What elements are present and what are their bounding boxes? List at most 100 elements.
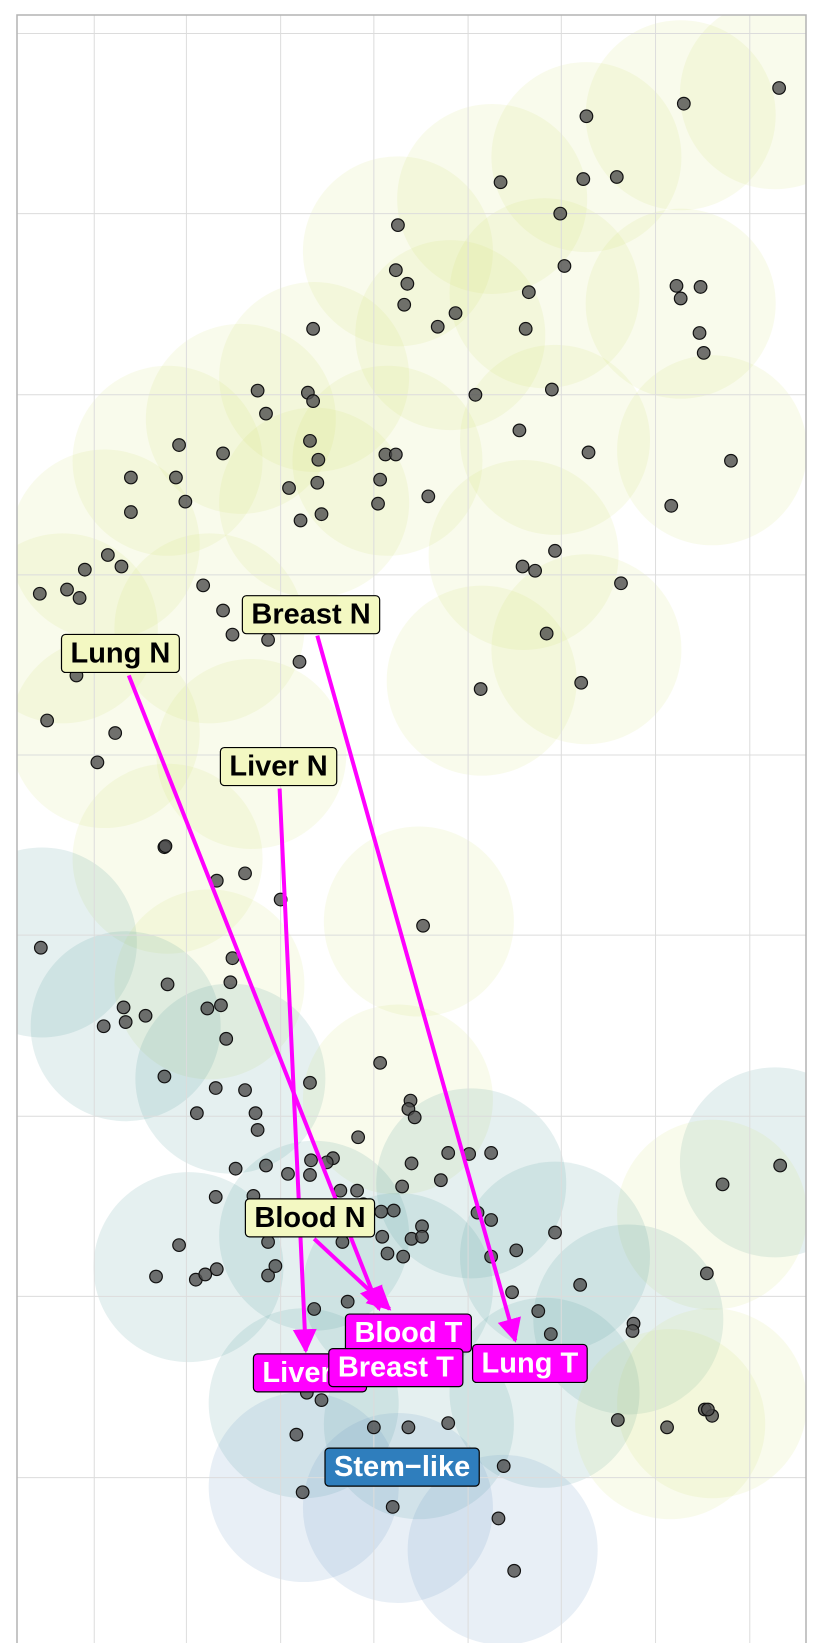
point bbox=[261, 632, 275, 647]
point bbox=[496, 1459, 511, 1473]
point bbox=[375, 1229, 390, 1244]
density-blob bbox=[17, 847, 137, 1038]
point bbox=[557, 259, 572, 273]
point bbox=[158, 839, 173, 854]
label-text: Breast T bbox=[338, 1352, 454, 1384]
point bbox=[404, 1156, 419, 1171]
density-blob bbox=[617, 1119, 806, 1310]
point bbox=[238, 866, 252, 881]
density-blob bbox=[449, 198, 640, 389]
point bbox=[386, 1203, 401, 1218]
point bbox=[625, 1324, 640, 1338]
point bbox=[196, 578, 211, 593]
point bbox=[701, 1402, 715, 1417]
point bbox=[664, 498, 679, 513]
label-text: Lung T bbox=[482, 1347, 579, 1379]
density-blob bbox=[585, 20, 776, 211]
point bbox=[225, 627, 240, 642]
label-text: Breast N bbox=[251, 599, 370, 631]
density-blob bbox=[219, 281, 410, 472]
point bbox=[544, 382, 559, 397]
point bbox=[282, 481, 296, 495]
point bbox=[304, 1153, 318, 1168]
density-blob bbox=[491, 62, 682, 253]
point bbox=[380, 1246, 395, 1261]
density-blob bbox=[617, 355, 806, 546]
label-box bbox=[328, 1348, 464, 1388]
point bbox=[90, 755, 105, 770]
point bbox=[614, 576, 628, 591]
point bbox=[676, 96, 691, 111]
point bbox=[395, 1179, 410, 1194]
point bbox=[160, 977, 175, 992]
density-blob bbox=[428, 460, 619, 651]
point bbox=[441, 1416, 456, 1431]
point bbox=[306, 394, 321, 408]
density-blob bbox=[679, 15, 806, 190]
label-text: Blood T bbox=[354, 1317, 462, 1349]
point bbox=[433, 1173, 448, 1188]
point bbox=[100, 548, 115, 562]
point bbox=[401, 1420, 416, 1435]
point bbox=[693, 280, 708, 294]
point bbox=[373, 1056, 388, 1070]
point bbox=[610, 1413, 625, 1427]
density-blob bbox=[145, 323, 336, 514]
point bbox=[553, 206, 568, 221]
point bbox=[484, 1146, 499, 1160]
label-text: Liver N bbox=[229, 751, 327, 783]
label-text: Lung N bbox=[70, 637, 170, 669]
annotation-label: Liver N bbox=[219, 746, 338, 787]
point bbox=[512, 423, 527, 438]
point bbox=[72, 591, 87, 605]
density-blob bbox=[617, 1308, 806, 1499]
point bbox=[509, 1243, 524, 1258]
point bbox=[772, 81, 787, 95]
point bbox=[335, 1235, 350, 1249]
point bbox=[373, 472, 388, 487]
annotation-label: Breast N bbox=[241, 595, 381, 635]
point bbox=[531, 1304, 546, 1318]
point bbox=[118, 1015, 133, 1029]
point bbox=[692, 326, 707, 340]
point bbox=[281, 1167, 295, 1181]
point bbox=[216, 603, 230, 618]
point bbox=[32, 586, 47, 601]
density-blob bbox=[72, 763, 263, 954]
point bbox=[773, 1158, 788, 1173]
point bbox=[415, 1229, 429, 1244]
point bbox=[314, 507, 329, 522]
arrow bbox=[277, 788, 317, 1354]
density-blob bbox=[302, 156, 493, 347]
point bbox=[303, 1168, 317, 1182]
density-blob bbox=[397, 103, 588, 294]
point bbox=[385, 1500, 400, 1514]
point bbox=[430, 319, 445, 334]
point bbox=[576, 172, 591, 186]
point bbox=[421, 489, 436, 504]
point bbox=[261, 1268, 275, 1283]
point bbox=[306, 321, 321, 336]
point bbox=[521, 285, 536, 300]
point bbox=[548, 1225, 562, 1240]
point bbox=[198, 1267, 213, 1282]
label-text: Blood N bbox=[254, 1202, 365, 1234]
annotation-label: Breast T bbox=[328, 1348, 464, 1388]
point bbox=[548, 543, 562, 558]
point bbox=[699, 1266, 714, 1281]
point bbox=[189, 1106, 204, 1121]
point bbox=[77, 562, 92, 577]
plot-border bbox=[16, 14, 807, 1643]
point bbox=[123, 505, 138, 519]
point bbox=[660, 1420, 674, 1435]
point bbox=[40, 713, 55, 728]
density-blob bbox=[679, 1067, 806, 1258]
point bbox=[574, 675, 589, 690]
point bbox=[407, 1110, 422, 1125]
density-blob bbox=[17, 533, 158, 724]
point bbox=[172, 438, 186, 452]
arrow bbox=[315, 635, 521, 1343]
point bbox=[391, 218, 405, 233]
